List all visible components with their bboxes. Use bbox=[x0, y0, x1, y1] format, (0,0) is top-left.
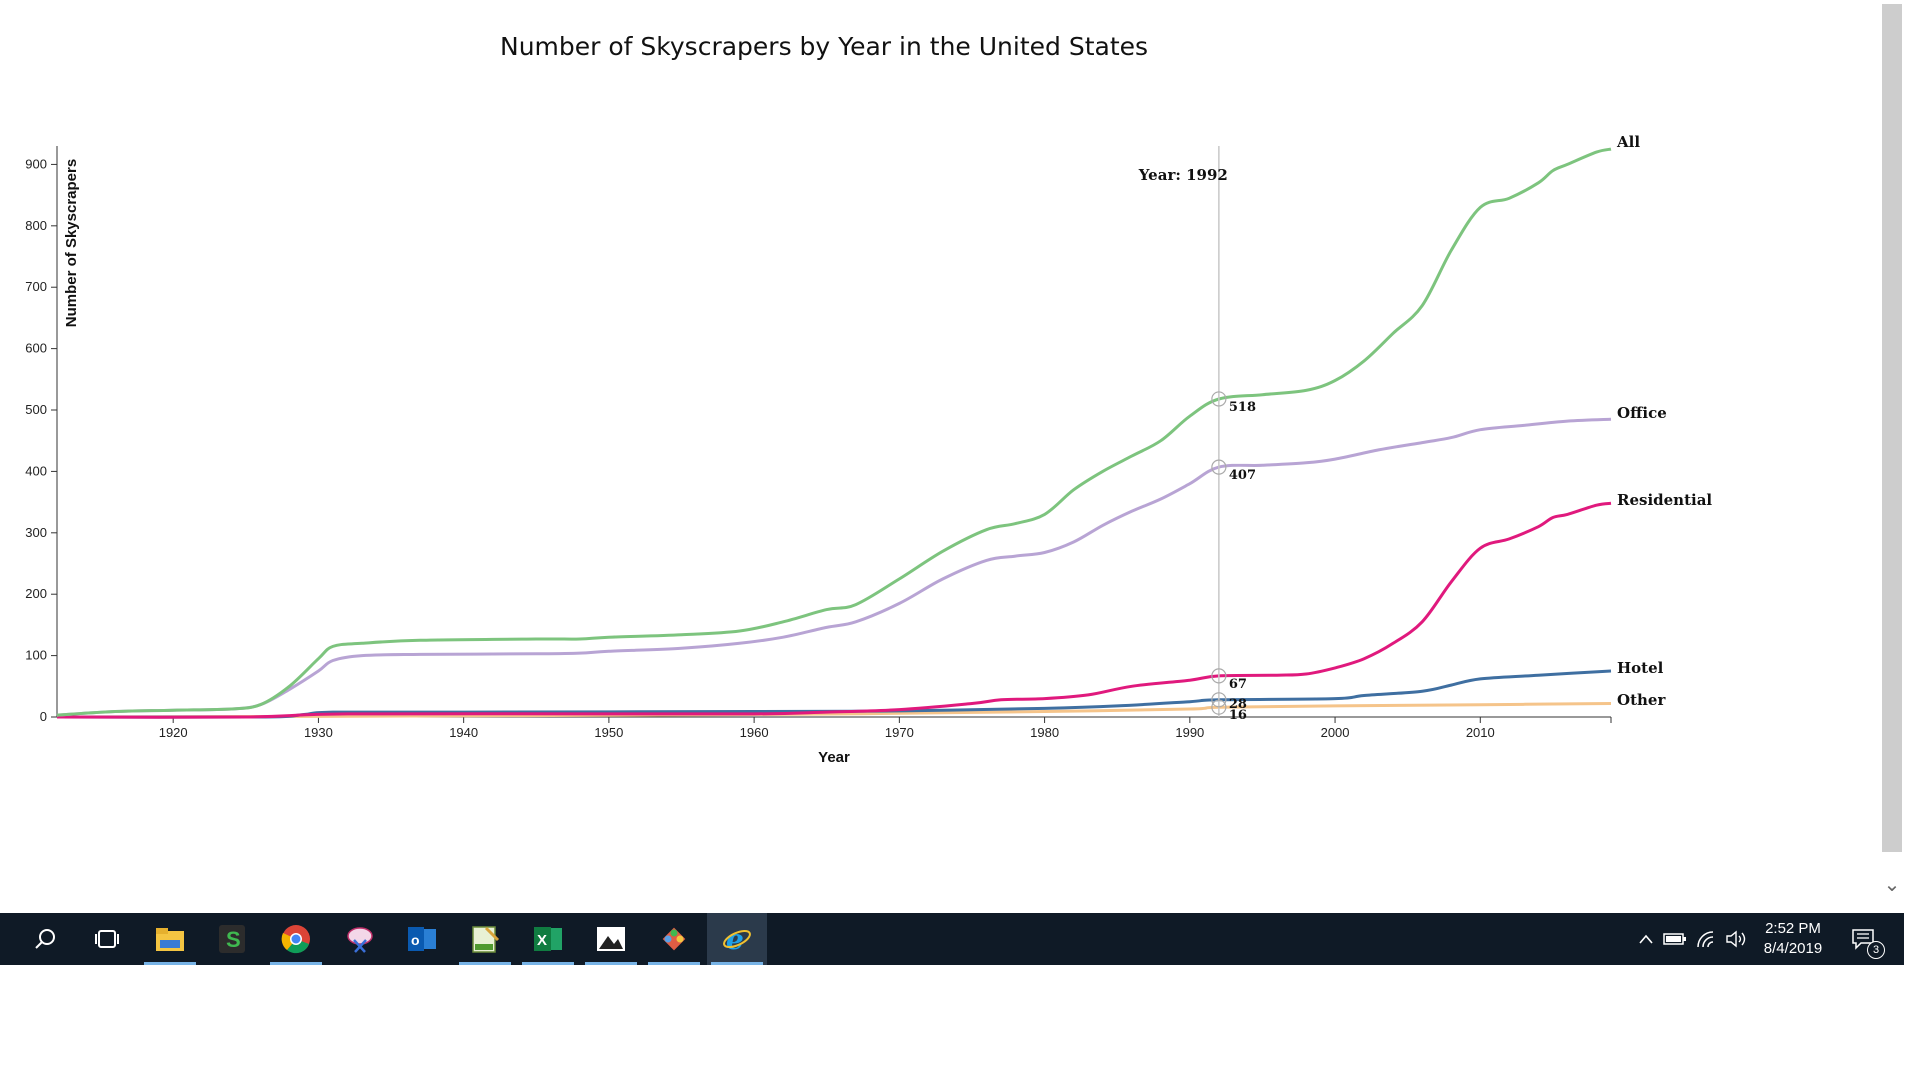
x-tick-label: 1920 bbox=[159, 725, 188, 740]
y-tick-label: 600 bbox=[25, 341, 47, 356]
hover-value-label: 16 bbox=[1229, 708, 1247, 723]
y-tick-label: 300 bbox=[25, 525, 47, 540]
scroll-down-icon[interactable]: ⌄ bbox=[1883, 874, 1901, 896]
volume-icon[interactable] bbox=[1724, 913, 1750, 965]
search-icon[interactable] bbox=[15, 913, 75, 965]
y-tick-label: 0 bbox=[40, 709, 47, 724]
hover-value-label: 28 bbox=[1229, 697, 1247, 712]
hover-point bbox=[1211, 459, 1227, 475]
hover-value-label: 407 bbox=[1229, 468, 1256, 483]
snipping-icon[interactable] bbox=[330, 913, 390, 965]
series-lines: All Office Residential Hotel Other bbox=[56, 133, 1712, 719]
chrome-icon[interactable] bbox=[266, 913, 326, 965]
excel-icon[interactable]: X bbox=[518, 913, 578, 965]
series-label-hotel: Hotel bbox=[1617, 659, 1664, 677]
series-line-hotel bbox=[56, 669, 1612, 719]
x-tick-label: 1960 bbox=[740, 725, 769, 740]
y-tick-label: 200 bbox=[25, 586, 47, 601]
svg-text:e: e bbox=[726, 924, 744, 954]
x-tick-label: 2000 bbox=[1321, 725, 1350, 740]
x-axis-title: Year bbox=[818, 749, 850, 766]
series-line-other bbox=[56, 702, 1612, 719]
x-tick-label: 1950 bbox=[594, 725, 623, 740]
file-explorer-icon[interactable] bbox=[140, 913, 200, 965]
chevron-up-icon[interactable] bbox=[1636, 913, 1656, 965]
x-tick-label: 1980 bbox=[1030, 725, 1059, 740]
y-axis-title: Number of Skyscrapers bbox=[63, 159, 80, 327]
hover-point bbox=[1211, 391, 1227, 407]
vertical-scrollbar[interactable]: ⌄ bbox=[1882, 0, 1902, 900]
notification-badge: 3 bbox=[1867, 941, 1885, 959]
hover-point bbox=[1211, 699, 1227, 715]
y-tick-label: 700 bbox=[25, 279, 47, 294]
year-annotation: Year: 1992 bbox=[1138, 166, 1228, 184]
series-line-office bbox=[56, 417, 1612, 717]
x-tick-label: 1970 bbox=[885, 725, 914, 740]
svg-text:X: X bbox=[537, 932, 547, 949]
series-label-all: All bbox=[1616, 133, 1640, 151]
scroll-thumb[interactable] bbox=[1882, 4, 1902, 852]
x-tick-label: 1940 bbox=[449, 725, 478, 740]
hover-point bbox=[1211, 668, 1227, 684]
series-line-all bbox=[56, 147, 1612, 717]
y-tick-label: 500 bbox=[25, 402, 47, 417]
y-tick-label: 900 bbox=[25, 156, 47, 171]
x-tick-label: 1930 bbox=[304, 725, 333, 740]
photos-icon[interactable] bbox=[581, 913, 641, 965]
clock-date: 8/4/2019 bbox=[1763, 940, 1823, 957]
axes: 0 100 200 300 400 500 600 700 800 900 1920 1930 1940… bbox=[25, 146, 1612, 766]
notification-icon[interactable] bbox=[1848, 913, 1878, 965]
hover-value-label: 67 bbox=[1229, 677, 1247, 692]
taskbar: S o X e 2:52 PM 8/4/2019 bbox=[0, 913, 1904, 965]
series-label-office: Office bbox=[1617, 404, 1667, 422]
x-tick-label: 2010 bbox=[1466, 725, 1495, 740]
series-label-residential: Residential bbox=[1617, 491, 1712, 509]
wifi-icon[interactable] bbox=[1694, 913, 1720, 965]
hover-value-label: 518 bbox=[1229, 400, 1256, 415]
hover-point bbox=[1211, 692, 1227, 708]
task-view-icon[interactable] bbox=[77, 913, 137, 965]
series-label-other: Other bbox=[1617, 691, 1666, 709]
app-s-icon[interactable]: S bbox=[202, 913, 262, 965]
x-tick-label: 1990 bbox=[1175, 725, 1204, 740]
chart-canvas: 0 100 200 300 400 500 600 700 800 900 1920 1930 1940… bbox=[25, 133, 1712, 766]
y-tick-label: 400 bbox=[25, 463, 47, 478]
chart-title: Number of Skyscrapers by Year in the Uni… bbox=[500, 32, 1149, 61]
svg-text:S: S bbox=[226, 927, 241, 952]
series-line-residential bbox=[56, 501, 1612, 719]
git-icon[interactable] bbox=[644, 913, 704, 965]
outlook-icon[interactable]: o bbox=[392, 913, 452, 965]
y-tick-label: 100 bbox=[25, 648, 47, 663]
clock-time: 2:52 PM bbox=[1765, 920, 1821, 937]
svg-text:o: o bbox=[411, 932, 420, 948]
battery-icon[interactable] bbox=[1662, 913, 1688, 965]
notepad-icon[interactable] bbox=[455, 913, 515, 965]
internet-explorer-icon[interactable]: e bbox=[707, 913, 767, 965]
clock[interactable]: 2:52 PM 8/4/2019 bbox=[1748, 919, 1838, 959]
y-tick-label: 800 bbox=[25, 218, 47, 233]
